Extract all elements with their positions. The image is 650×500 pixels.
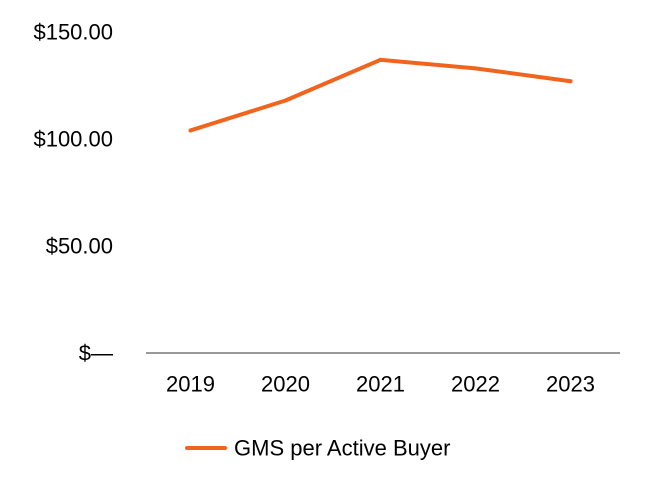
data-point — [188, 128, 193, 133]
series-layer — [188, 57, 573, 133]
legend-label: GMS per Active Buyer — [234, 436, 450, 461]
data-point — [378, 57, 383, 62]
data-point — [283, 98, 288, 103]
y-tick-label: $100.00 — [33, 127, 113, 152]
x-tick-label: 2022 — [451, 372, 500, 397]
y-tick-label: $50.00 — [46, 234, 113, 259]
x-axis-tick-labels: 2019 2020 2021 2022 2023 — [166, 372, 595, 397]
data-point — [568, 79, 573, 84]
x-tick-label: 2019 — [166, 372, 215, 397]
data-point — [473, 66, 478, 71]
series-line — [188, 57, 573, 133]
y-tick-label: $— — [79, 341, 113, 366]
legend: GMS per Active Buyer — [185, 436, 450, 461]
x-tick-label: 2020 — [261, 372, 310, 397]
x-tick-label: 2021 — [356, 372, 405, 397]
y-tick-label: $150.00 — [33, 20, 113, 45]
y-axis-tick-labels: $— $50.00 $100.00 $150.00 — [33, 20, 113, 366]
x-tick-label: 2023 — [546, 372, 595, 397]
